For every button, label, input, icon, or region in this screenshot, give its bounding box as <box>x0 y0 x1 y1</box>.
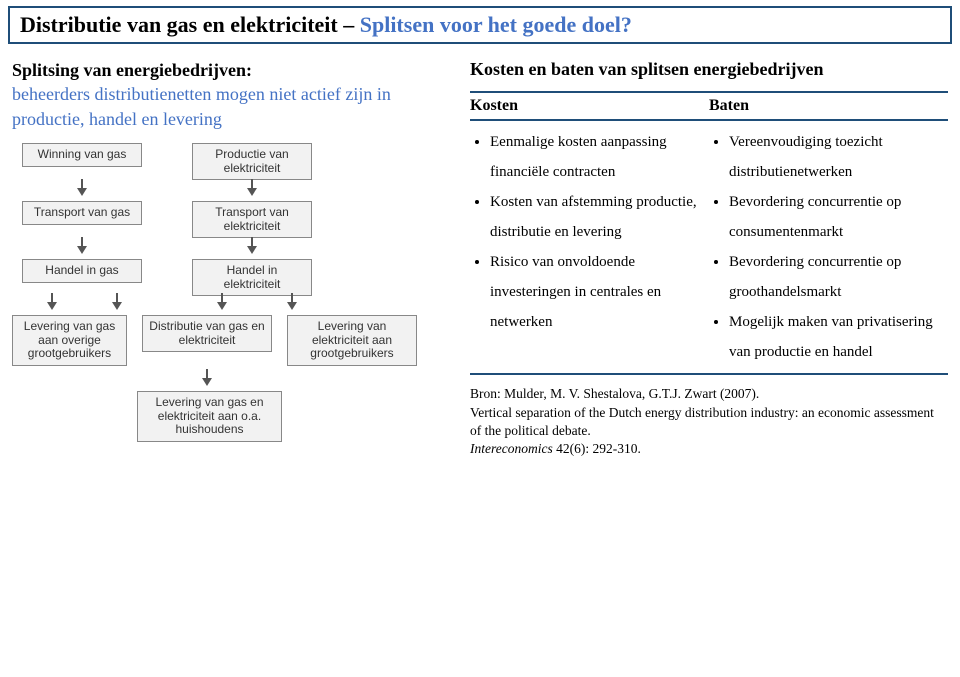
list-item: Eenmalige kosten aanpassing financiële c… <box>490 127 701 187</box>
intro-text: Splitsing van energiebedrijven: beheerde… <box>12 58 452 131</box>
page-title-bar: Distributie van gas en elektriciteit – S… <box>8 6 952 44</box>
arrow-icon <box>77 237 87 255</box>
arrow-icon <box>202 369 212 387</box>
fc-handel-gas: Handel in gas <box>22 259 142 283</box>
kosten-cell: Eenmalige kosten aanpassing financiële c… <box>470 127 709 367</box>
flowchart: Winning van gas Productie van elektricit… <box>12 143 432 563</box>
citation-vol: 42(6): 292-310. <box>553 441 641 456</box>
arrow-icon <box>77 179 87 197</box>
fc-handel-elek: Handel in elektriciteit <box>192 259 312 297</box>
baten-cell: Vereenvoudiging toezicht distributienetw… <box>709 127 948 367</box>
citation: Bron: Mulder, M. V. Shestalova, G.T.J. Z… <box>470 385 948 458</box>
arrow-icon <box>47 293 57 311</box>
citation-journal: Intereconomics <box>470 441 553 456</box>
title-part-blue: Splitsen voor het goede doel? <box>360 12 632 37</box>
list-item: Vereenvoudiging toezicht distributienetw… <box>729 127 940 187</box>
arrow-icon <box>112 293 122 311</box>
intro-heading: Splitsing van energiebedrijven: <box>12 60 252 80</box>
fc-distributie-mixed: Distributie van gas en elektriciteit <box>142 315 272 353</box>
fc-levering-huishoudens: Levering van gas en elektriciteit aan o.… <box>137 391 282 442</box>
arrow-icon <box>217 293 227 311</box>
list-item: Risico van onvoldoende investeringen in … <box>490 247 701 337</box>
kosten-baten-table: Kosten Baten Eenmalige kosten aanpassing… <box>470 91 948 375</box>
right-column: Kosten en baten van splitsen energiebedr… <box>470 58 948 563</box>
fc-levering-elek-groot: Levering van elektriciteit aan grootgebr… <box>287 315 417 366</box>
fc-levering-gas-groot: Levering van gas aan overige grootgebrui… <box>12 315 127 366</box>
table-body-row: Eenmalige kosten aanpassing financiële c… <box>470 121 948 375</box>
fc-productie-elek: Productie van elektriciteit <box>192 143 312 181</box>
baten-list: Vereenvoudiging toezicht distributienetw… <box>709 127 940 367</box>
col-header-baten: Baten <box>709 97 948 115</box>
kosten-list: Eenmalige kosten aanpassing financiële c… <box>470 127 701 337</box>
list-item: Mogelijk maken van privatisering van pro… <box>729 307 940 367</box>
title-part-black: Distributie van gas en elektriciteit – <box>20 12 360 37</box>
fc-transport-gas: Transport van gas <box>22 201 142 225</box>
list-item: Bevordering concurrentie op consumentenm… <box>729 187 940 247</box>
two-column-layout: Splitsing van energiebedrijven: beheerde… <box>0 58 960 563</box>
citation-line1: Bron: Mulder, M. V. Shestalova, G.T.J. Z… <box>470 386 759 401</box>
arrow-icon <box>247 237 257 255</box>
table-header-row: Kosten Baten <box>470 91 948 121</box>
list-item: Bevordering concurrentie op groothandels… <box>729 247 940 307</box>
list-item: Kosten van afstemming productie, distrib… <box>490 187 701 247</box>
arrow-icon <box>287 293 297 311</box>
fc-transport-elek: Transport van elektriciteit <box>192 201 312 239</box>
right-heading: Kosten en baten van splitsen energiebedr… <box>470 58 948 81</box>
arrow-icon <box>247 179 257 197</box>
left-column: Splitsing van energiebedrijven: beheerde… <box>12 58 452 563</box>
col-header-kosten: Kosten <box>470 97 709 115</box>
intro-sub: beheerders distributienetten mogen niet … <box>12 84 391 128</box>
citation-line2: Vertical separation of the Dutch energy … <box>470 405 934 438</box>
fc-winning-gas: Winning van gas <box>22 143 142 167</box>
